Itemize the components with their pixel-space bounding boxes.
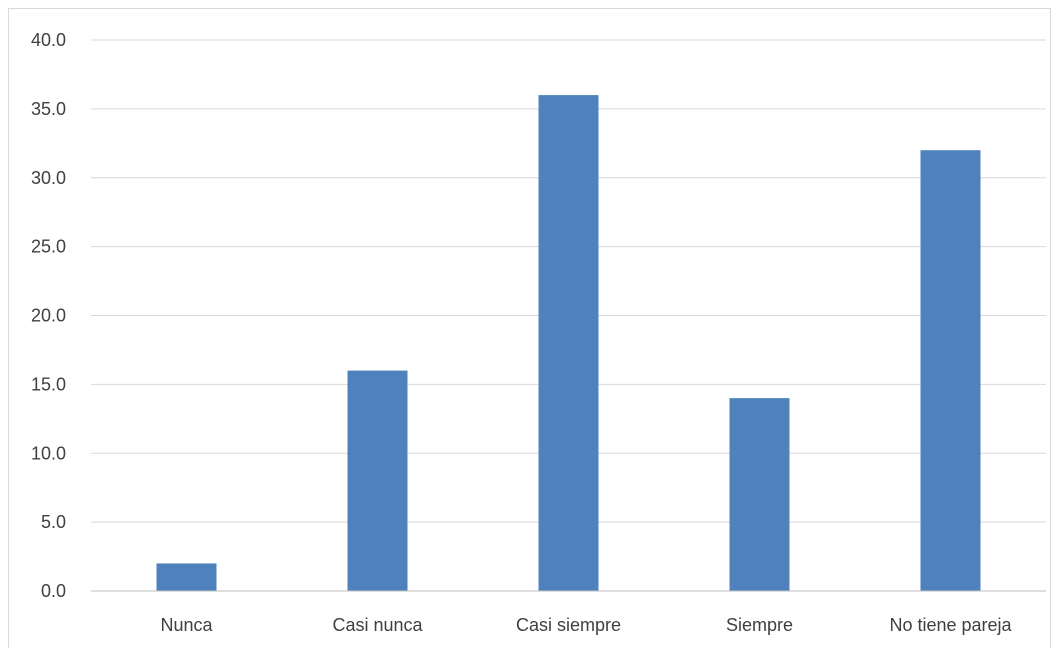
x-tick-label: No tiene pareja — [889, 615, 1012, 635]
x-tick-label: Casi siempre — [516, 615, 621, 635]
bar — [347, 370, 408, 591]
bars — [156, 95, 981, 591]
y-tick-label: 25.0 — [31, 237, 66, 257]
y-tick-label: 20.0 — [31, 306, 66, 326]
x-tick-label: Nunca — [160, 615, 213, 635]
x-tick-label: Casi nunca — [332, 615, 423, 635]
y-tick-label: 0.0 — [41, 581, 66, 601]
y-tick-label: 35.0 — [31, 99, 66, 119]
y-tick-label: 10.0 — [31, 443, 66, 463]
y-tick-label: 15.0 — [31, 374, 66, 394]
y-tick-label: 30.0 — [31, 168, 66, 188]
bar — [920, 150, 981, 591]
x-axis-tick-labels: Nunca Casi nunca Casi siempre Siempre No tie… — [160, 615, 1012, 635]
bar — [156, 563, 217, 591]
bar — [729, 398, 790, 591]
y-axis-tick-labels: 0.0 5.0 10.0 15.0 20.0 25.0 30.0 35.0 40.0 — [31, 30, 66, 601]
bar — [538, 95, 599, 591]
y-tick-label: 5.0 — [41, 512, 66, 532]
y-tick-label: 40.0 — [31, 30, 66, 50]
x-tick-label: Siempre — [726, 615, 793, 635]
